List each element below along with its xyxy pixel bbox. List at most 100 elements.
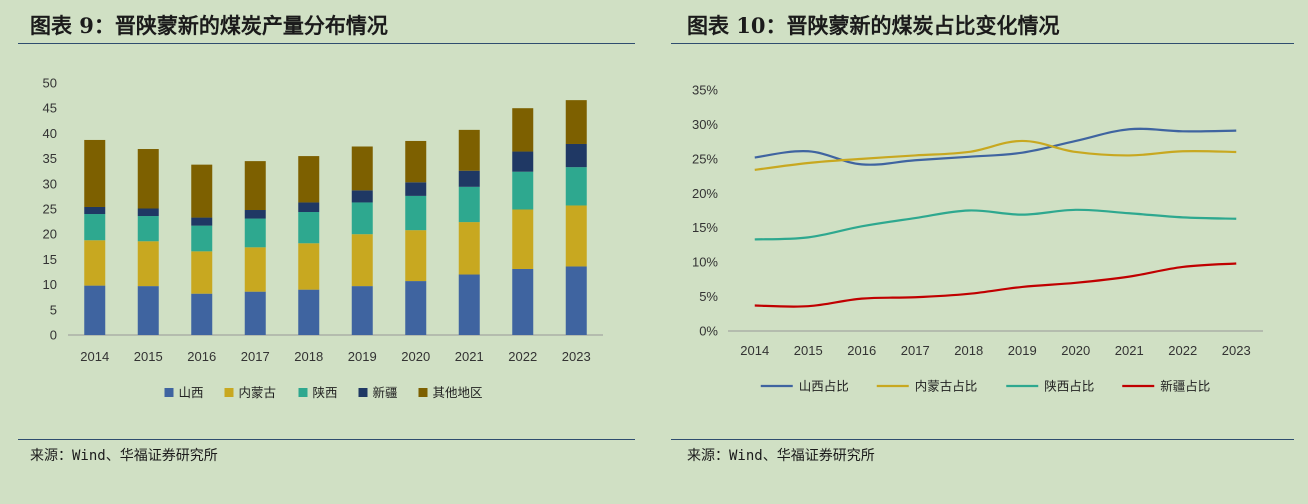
bar-segment — [565, 100, 587, 144]
bar-segment — [298, 156, 320, 203]
bar-segment — [191, 217, 213, 226]
y-tick-label: 45 — [43, 101, 57, 116]
x-tick-label: 2015 — [134, 349, 163, 364]
bar-segment — [458, 170, 480, 187]
y-tick-label: 10 — [43, 277, 57, 292]
series-line — [754, 208, 1237, 241]
bar-segment — [191, 164, 213, 218]
x-tick-label: 2015 — [794, 343, 823, 358]
legend-label: 新疆 — [373, 385, 398, 400]
bar-segment — [84, 206, 106, 215]
y-tick-label: 20 — [43, 227, 57, 242]
bar-segment — [137, 208, 159, 217]
bar-segment — [565, 205, 587, 267]
y-tick-label: 15 — [43, 252, 57, 267]
x-tick-label: 2020 — [401, 349, 430, 364]
y-tick-label: 10% — [692, 255, 718, 270]
bar-segment — [351, 234, 373, 287]
legend-swatch — [298, 388, 308, 397]
stacked-bar-chart: 0 5 10 15 20 25 30 35 40 45 50 2014 2015 2016 2017 2018… — [43, 76, 603, 400]
legend-label: 内蒙古 — [239, 385, 277, 400]
chart-title: 图表 10：晋陕蒙新的煤炭占比变化情况 — [687, 13, 1060, 38]
x-tick-label: 2017 — [241, 349, 270, 364]
y-tick-label: 35 — [43, 151, 57, 166]
title-rule — [671, 43, 1294, 44]
y-tick-label: 25 — [43, 202, 57, 217]
legend-label: 山西 — [179, 385, 204, 400]
source-note: 来源：Wind、华福证券研究所 — [687, 448, 875, 464]
legend-label: 陕西 — [313, 385, 338, 400]
y-tick-label: 30% — [692, 117, 718, 132]
legend-label: 新疆占比 — [1160, 379, 1210, 394]
legend-label: 山西占比 — [799, 379, 849, 394]
bar-segment — [84, 285, 106, 335]
bar-segment — [458, 274, 480, 335]
line-chart: 0% 5% 10% 15% 20% 25% 30% 35% 2014 2015 2016 2017 20… — [692, 83, 1263, 394]
x-tick-label: 2019 — [348, 349, 377, 364]
x-tick-label: 2018 — [954, 343, 983, 358]
y-tick-label: 20% — [692, 186, 718, 201]
bar-segment — [137, 286, 159, 335]
bar-segment — [405, 281, 427, 335]
legend-swatch — [164, 388, 174, 397]
x-tick-label: 2022 — [508, 349, 537, 364]
legend-label: 其他地区 — [433, 385, 483, 400]
x-tick-label: 2014 — [740, 343, 769, 358]
x-tick-label: 2023 — [1222, 343, 1251, 358]
bar-segment — [512, 268, 534, 335]
bar-segment — [84, 240, 106, 286]
legend-swatch — [224, 388, 234, 397]
y-tick-label: 15% — [692, 220, 718, 235]
chart-title: 图表 9：晋陕蒙新的煤炭产量分布情况 — [30, 13, 388, 38]
bar-segment — [565, 143, 587, 168]
bar-segment — [84, 214, 106, 241]
bar-segment — [405, 195, 427, 231]
x-tick-label: 2020 — [1061, 343, 1090, 358]
x-tick-label: 2016 — [187, 349, 216, 364]
bar-segment — [351, 146, 373, 191]
left-panel: 图表 9：晋陕蒙新的煤炭产量分布情况 0 5 10 15 20 25 30 35 40 45 50 2… — [18, 13, 635, 464]
bar-segment — [298, 212, 320, 244]
bar-segment — [351, 202, 373, 235]
bar-segment — [137, 149, 159, 209]
right-panel: 图表 10：晋陕蒙新的煤炭占比变化情况 0% 5% 10% 15% 20% 25% 30% 3… — [654, 0, 1308, 504]
bar-segment — [458, 129, 480, 171]
y-tick-label: 0% — [699, 324, 718, 339]
x-tick-label: 2023 — [562, 349, 591, 364]
x-tick-label: 2021 — [1115, 343, 1144, 358]
bar-segment — [565, 167, 587, 206]
bar-segment — [191, 225, 213, 252]
x-tick-label: 2019 — [1008, 343, 1037, 358]
bar-segment — [191, 251, 213, 294]
x-tick-label: 2017 — [901, 343, 930, 358]
legend-swatch — [358, 388, 368, 397]
bar-segment — [512, 151, 534, 172]
source-rule — [671, 439, 1294, 440]
bar-segment — [351, 190, 373, 203]
y-tick-label: 40 — [43, 126, 57, 141]
bar-segment — [298, 202, 320, 213]
y-tick-label: 35% — [692, 83, 718, 98]
y-tick-label: 5% — [699, 289, 718, 304]
bar-segment — [298, 243, 320, 290]
y-tick-label: 25% — [692, 151, 718, 166]
bar-segment — [351, 286, 373, 335]
x-tick-label: 2014 — [80, 349, 109, 364]
bar-segment — [244, 161, 266, 211]
series-line — [754, 262, 1237, 308]
title-rule — [18, 43, 635, 44]
legend-swatch — [418, 388, 428, 397]
bar-segment — [137, 216, 159, 242]
bar-segment — [244, 247, 266, 292]
bar-segment — [191, 293, 213, 335]
x-tick-label: 2016 — [847, 343, 876, 358]
bar-segment — [84, 139, 106, 207]
bar-segment — [137, 241, 159, 287]
series-line — [754, 139, 1237, 171]
series-line — [754, 127, 1237, 166]
source-rule — [18, 439, 635, 440]
y-tick-label: 0 — [50, 328, 57, 343]
source-note: 来源：Wind、华福证券研究所 — [30, 448, 218, 464]
bar-segment — [244, 291, 266, 335]
bar-segment — [244, 218, 266, 248]
